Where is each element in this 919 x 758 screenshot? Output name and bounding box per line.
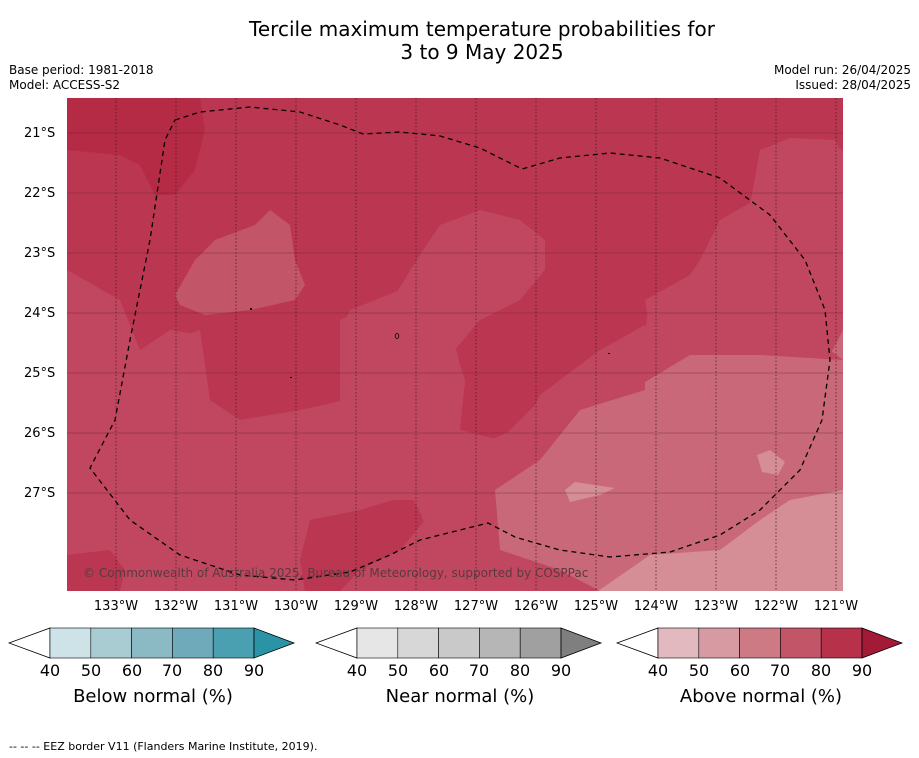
model-run-date: Model run: 26/04/2025: [773, 63, 911, 77]
underflow-triangle: [616, 627, 659, 659]
lat-label: 21°S: [24, 126, 56, 141]
tick-label: 60: [428, 661, 450, 680]
tick-label: 50: [80, 661, 102, 680]
colorbar-segment: [131, 627, 173, 659]
lon-label: 132°W: [153, 599, 199, 614]
lon-label: 125°W: [573, 599, 619, 614]
lon-label: 123°W: [693, 599, 739, 614]
zone-60-70-east: [830, 330, 843, 360]
lon-label: 131°W: [213, 599, 259, 614]
lon-label: 128°W: [393, 599, 439, 614]
lat-label: 26°S: [24, 426, 56, 441]
colorbar-segment: [780, 627, 822, 659]
lat-label: 22°S: [24, 186, 56, 201]
lat-label: 27°S: [24, 486, 56, 501]
zone-80-90-north: [67, 98, 843, 440]
colorbar-segment: [397, 627, 439, 659]
colorbar-segment: [479, 627, 521, 659]
colorbar-title-below: Below normal (%): [73, 686, 233, 707]
colorbar-segment: [820, 627, 863, 659]
underflow-triangle: [315, 627, 358, 659]
chart-title: Tercile maximum temperature probabilitie…: [0, 18, 919, 64]
zone-50-60-blob2: [757, 450, 785, 475]
tick-label: 40: [647, 661, 669, 680]
tick-label: 80: [810, 661, 832, 680]
zone-50-60-southeast: [598, 490, 843, 591]
island: [394, 333, 400, 339]
zone-50-60-blob1: [565, 482, 615, 502]
tick-label: 90: [243, 661, 265, 680]
probability-map: [67, 98, 843, 591]
tick-label: 60: [121, 661, 143, 680]
colorbar-segment: [739, 627, 781, 659]
underflow-triangle: [8, 627, 51, 659]
lat-label: 23°S: [24, 246, 56, 261]
lon-label: 124°W: [633, 599, 679, 614]
model-name: Model: ACCESS-S2: [9, 78, 121, 92]
colorbar-segment: [698, 627, 740, 659]
lon-label: 127°W: [453, 599, 499, 614]
run-info: Model run: 26/04/2025 Issued: 28/04/2025: [774, 63, 911, 93]
zone-70-80-center: [67, 210, 645, 550]
parallel-grid: [67, 132, 843, 494]
colorbar-segment: [172, 627, 214, 659]
tick-label: 40: [346, 661, 368, 680]
lon-label: 133°W: [93, 599, 139, 614]
island: [608, 353, 610, 354]
base-period: Base period: 1981-2018: [9, 63, 154, 77]
tick-label: 70: [468, 661, 490, 680]
zone-80-90-south: [67, 550, 125, 591]
lon-label: 130°W: [273, 599, 319, 614]
tick-label: 50: [387, 661, 409, 680]
colorbar-segment: [49, 627, 92, 659]
colorbar-segment: [438, 627, 480, 659]
lat-label: 24°S: [24, 306, 56, 321]
tick-label: 80: [202, 661, 224, 680]
island: [290, 377, 292, 378]
overflow-triangle: [560, 627, 603, 659]
tick-label: 40: [39, 661, 61, 680]
zone-80-90-south2: [300, 500, 425, 591]
eez-border: [89, 106, 831, 581]
lon-label: 126°W: [513, 599, 559, 614]
colorbar-above-normal: [616, 627, 904, 659]
colorbar-segment: [519, 627, 562, 659]
tick-label: 60: [729, 661, 751, 680]
zone-80-90-corner: [67, 98, 205, 195]
title-line-1: Tercile maximum temperature probabilitie…: [249, 17, 715, 41]
zone-70-80-west: [175, 210, 305, 315]
eez-footnote: -- -- -- EEZ border V11 (Flanders Marine…: [9, 740, 318, 753]
tick-label: 80: [509, 661, 531, 680]
tick-label: 90: [851, 661, 873, 680]
overflow-triangle: [861, 627, 904, 659]
colorbar-near-normal: [315, 627, 603, 659]
lon-label: 122°W: [753, 599, 799, 614]
overflow-triangle: [253, 627, 296, 659]
tick-label: 70: [769, 661, 791, 680]
colorbar-below-normal: [8, 627, 296, 659]
model-info: Base period: 1981-2018 Model: ACCESS-S2: [9, 63, 154, 93]
colorbar-segment: [657, 627, 700, 659]
colorbar-segment: [212, 627, 255, 659]
colorbar-segment: [356, 627, 399, 659]
tick-label: 90: [550, 661, 572, 680]
colorbar-segment: [90, 627, 132, 659]
copyright-notice: © Commonwealth of Australia 2025, Bureau…: [83, 566, 589, 580]
tick-label: 50: [688, 661, 710, 680]
colorbar-title-above: Above normal (%): [679, 686, 843, 707]
meridian-grid: [115, 98, 837, 591]
island: [250, 308, 252, 310]
zone-70-80-east: [645, 138, 843, 355]
title-line-2: 3 to 9 May 2025: [400, 40, 564, 64]
lon-label: 121°W: [813, 599, 859, 614]
tick-label: 70: [161, 661, 183, 680]
colorbar-title-near: Near normal (%): [385, 686, 535, 707]
lat-label: 25°S: [24, 366, 56, 381]
issued-date: Issued: 28/04/2025: [795, 78, 911, 92]
lon-label: 129°W: [333, 599, 379, 614]
